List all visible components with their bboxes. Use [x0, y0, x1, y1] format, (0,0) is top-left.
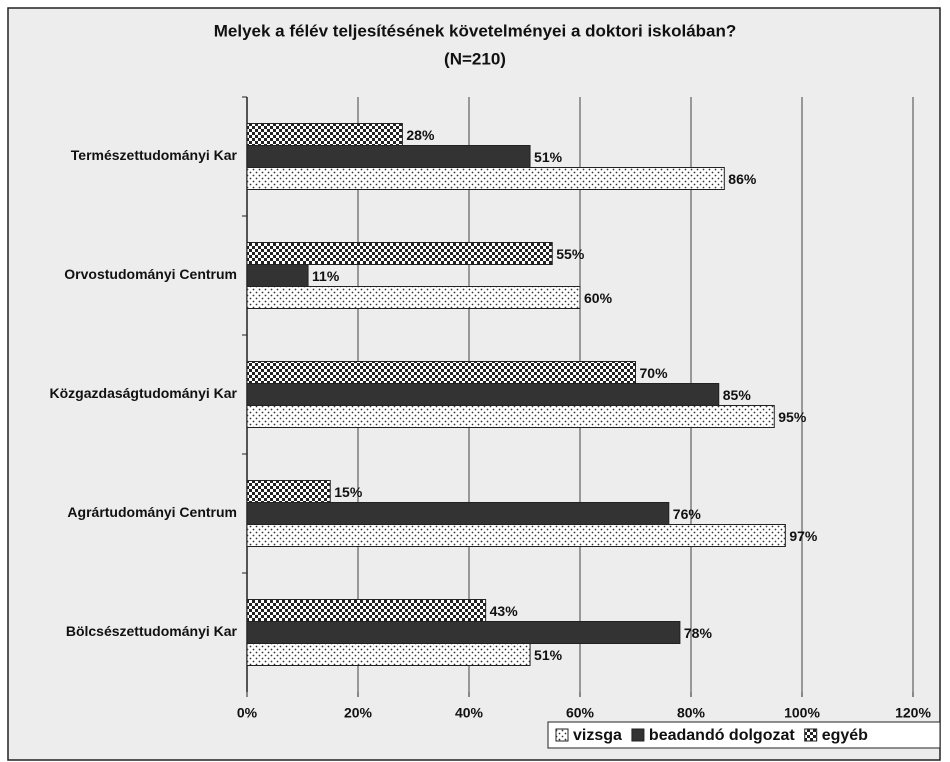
y-tick-label: Bölcsészettudományi Kar	[66, 623, 238, 639]
bar	[246, 264, 309, 287]
bar	[246, 361, 636, 384]
bar	[246, 643, 531, 666]
bar	[246, 502, 670, 525]
value-label: 86%	[728, 171, 757, 187]
legend-swatch	[804, 728, 818, 742]
value-label: 78%	[684, 625, 713, 641]
legend-frame	[547, 721, 941, 749]
x-tick-label: 100%	[784, 705, 820, 721]
y-tick-label: Természettudományi Kar	[71, 147, 238, 163]
value-label: 55%	[556, 246, 585, 262]
y-tick-label: Orvostudományi Centrum	[64, 266, 237, 282]
value-label: 43%	[490, 603, 519, 619]
bar	[246, 621, 681, 644]
legend: vizsga beadandó dolgozat egyéb	[547, 721, 941, 749]
x-tick-label: 40%	[455, 705, 484, 721]
x-tick-label: 60%	[566, 705, 595, 721]
bar	[246, 383, 720, 406]
chart-title: Melyek a félév teljesítésének követelmén…	[214, 21, 737, 40]
bar	[246, 242, 553, 265]
bar	[246, 405, 775, 428]
value-label: 97%	[789, 528, 818, 544]
x-tick-label: 80%	[677, 705, 706, 721]
value-label: 95%	[778, 409, 807, 425]
bar	[246, 145, 531, 168]
bar	[246, 480, 331, 503]
value-label: 70%	[640, 365, 669, 381]
legend-swatch	[555, 728, 569, 742]
value-label: 51%	[534, 647, 563, 663]
bar	[246, 599, 487, 622]
legend-swatch	[631, 728, 645, 742]
value-label: 28%	[406, 127, 435, 143]
bar	[246, 167, 725, 190]
legend-label: egyéb	[822, 727, 868, 744]
y-tick-label: Agrártudományi Centrum	[67, 504, 237, 520]
bar	[246, 123, 403, 146]
value-label: 11%	[312, 268, 340, 284]
value-label: 85%	[723, 387, 752, 403]
x-tick-label: 120%	[895, 705, 931, 721]
x-tick-label: 0%	[237, 705, 258, 721]
y-tick-label: Közgazdaságtudományi Kar	[50, 385, 238, 401]
legend-label: vizsga	[573, 727, 622, 744]
chart-subtitle: (N=210)	[444, 49, 506, 68]
x-tick-label: 20%	[344, 705, 373, 721]
value-label: 51%	[534, 149, 563, 165]
bar	[246, 286, 581, 309]
bar	[246, 524, 786, 547]
value-label: 60%	[584, 290, 613, 306]
value-label: 15%	[334, 484, 363, 500]
legend-label: beadandó dolgozat	[649, 727, 795, 744]
value-label: 76%	[673, 506, 702, 522]
